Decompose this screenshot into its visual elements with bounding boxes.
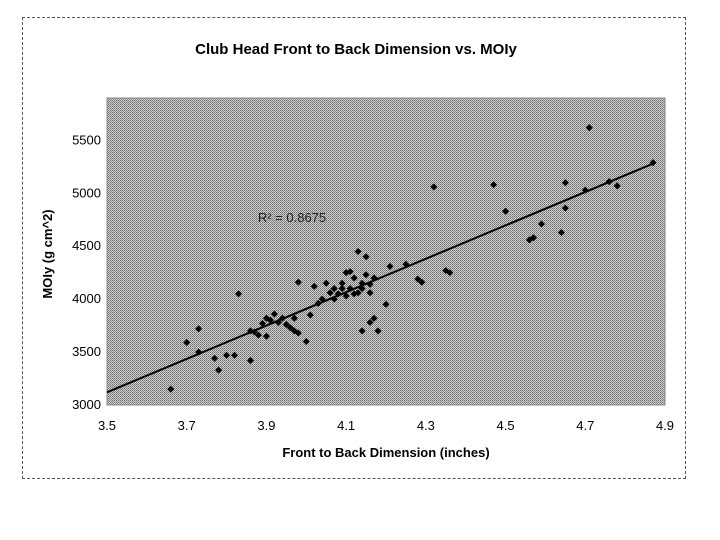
y-tick-label: 5500 (72, 132, 101, 147)
x-axis-ticks: 3.5 3.7 3.9 4.1 4.3 4.5 4.7 4.9 (98, 418, 674, 433)
y-tick-label: 3000 (72, 397, 101, 412)
y-axis-ticks: 3000 3500 4000 4500 5000 5500 (72, 132, 101, 412)
y-tick-label: 4000 (72, 291, 101, 306)
y-tick-label: 4500 (72, 238, 101, 253)
x-axis-label: Front to Back Dimension (inches) (282, 445, 489, 460)
x-tick-label: 4.3 (417, 418, 435, 433)
x-tick-label: 3.5 (98, 418, 116, 433)
plot-area (107, 98, 665, 405)
x-tick-label: 4.7 (576, 418, 594, 433)
y-axis-label: MOIy (g cm^2) (40, 209, 55, 298)
x-tick-label: 4.5 (497, 418, 515, 433)
x-tick-label: 4.9 (656, 418, 674, 433)
chart-title: Club Head Front to Back Dimension vs. MO… (195, 41, 517, 58)
x-tick-label: 4.1 (337, 418, 355, 433)
r-squared-annotation: R² = 0.8675 (258, 210, 326, 225)
x-tick-label: 3.9 (257, 418, 275, 433)
y-tick-label: 5000 (72, 185, 101, 200)
x-tick-label: 3.7 (178, 418, 196, 433)
y-tick-label: 3500 (72, 344, 101, 359)
